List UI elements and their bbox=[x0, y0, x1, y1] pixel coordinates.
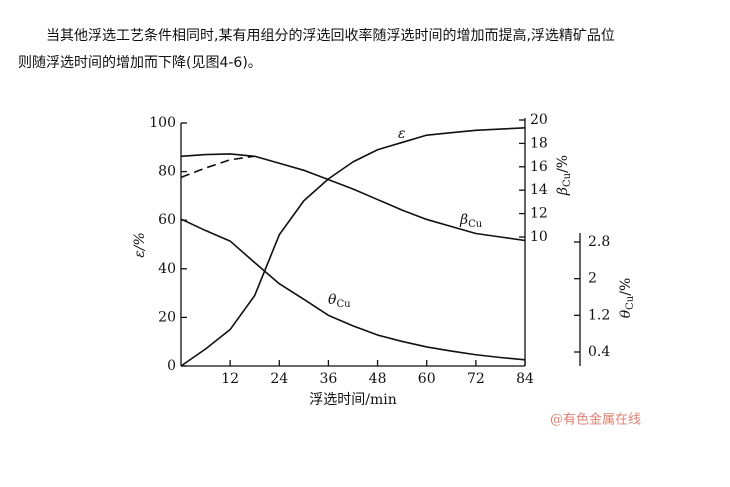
label-unit: /% bbox=[618, 278, 634, 296]
series-subscript: Cu bbox=[336, 299, 351, 310]
x-tick-label: 84 bbox=[516, 371, 534, 387]
label-main: β bbox=[555, 187, 571, 196]
label-sub: Cu bbox=[625, 295, 636, 310]
y-tick-label: 20 bbox=[158, 309, 176, 325]
series-line bbox=[180, 155, 255, 179]
x-tick-label: 36 bbox=[320, 371, 338, 387]
series-label: θCu bbox=[328, 292, 351, 310]
x-tick-label: 24 bbox=[270, 371, 288, 387]
series-name: β bbox=[459, 212, 468, 228]
y-tick-label: 80 bbox=[158, 164, 176, 180]
y2-tick-label: 20 bbox=[530, 112, 548, 128]
series-label: βCu bbox=[459, 212, 483, 230]
x-tick-label: 12 bbox=[221, 371, 239, 387]
series-line bbox=[180, 153, 526, 242]
y3-tick-label: 1.2 bbox=[588, 307, 610, 323]
y2-tick-label: 10 bbox=[530, 229, 548, 245]
paragraph-line: 当其他浮选工艺条件相同时,某有用组分的浮选回收率随浮选时间的增加而提高,浮选精矿… bbox=[46, 28, 615, 44]
y3-tick-label: 0.4 bbox=[588, 344, 610, 360]
x-axis-label: 浮选时间/min bbox=[309, 392, 397, 408]
y2-tick-label: 16 bbox=[530, 159, 548, 175]
label-main: θ bbox=[618, 309, 634, 318]
y-tick-label: 40 bbox=[158, 261, 176, 277]
series-name: θ bbox=[328, 292, 337, 308]
y3-tick-label: 2.8 bbox=[588, 234, 610, 250]
y2-tick-label: 14 bbox=[530, 182, 548, 198]
y2-tick-label: 18 bbox=[530, 135, 548, 151]
series-name: ε bbox=[398, 126, 406, 142]
y2-tick-label: 12 bbox=[530, 206, 548, 222]
y3-tick-label: 2 bbox=[588, 271, 597, 287]
x-tick-label: 60 bbox=[418, 371, 436, 387]
paragraph-line: 则随浮选时间的增加而下降(见图4-6)。 bbox=[18, 55, 262, 71]
y2-axis-label: βCu/% bbox=[555, 155, 573, 196]
y-axis-label: ε/% bbox=[132, 232, 148, 258]
label-sub: Cu bbox=[562, 172, 573, 187]
x-tick-label: 48 bbox=[369, 371, 387, 387]
x-tick-label: 72 bbox=[467, 371, 485, 387]
series-label: ε bbox=[398, 126, 406, 142]
y-tick-label: 100 bbox=[149, 115, 176, 131]
y-tick-label: 60 bbox=[158, 212, 176, 228]
label-unit: /% bbox=[555, 155, 571, 173]
series-subscript: Cu bbox=[468, 219, 483, 230]
series-line bbox=[180, 218, 526, 361]
y-tick-label: 0 bbox=[167, 358, 176, 374]
watermark: @有色金属在线 bbox=[550, 412, 641, 428]
series-line bbox=[180, 127, 526, 367]
y3-axis-label: θCu/% bbox=[618, 278, 636, 319]
